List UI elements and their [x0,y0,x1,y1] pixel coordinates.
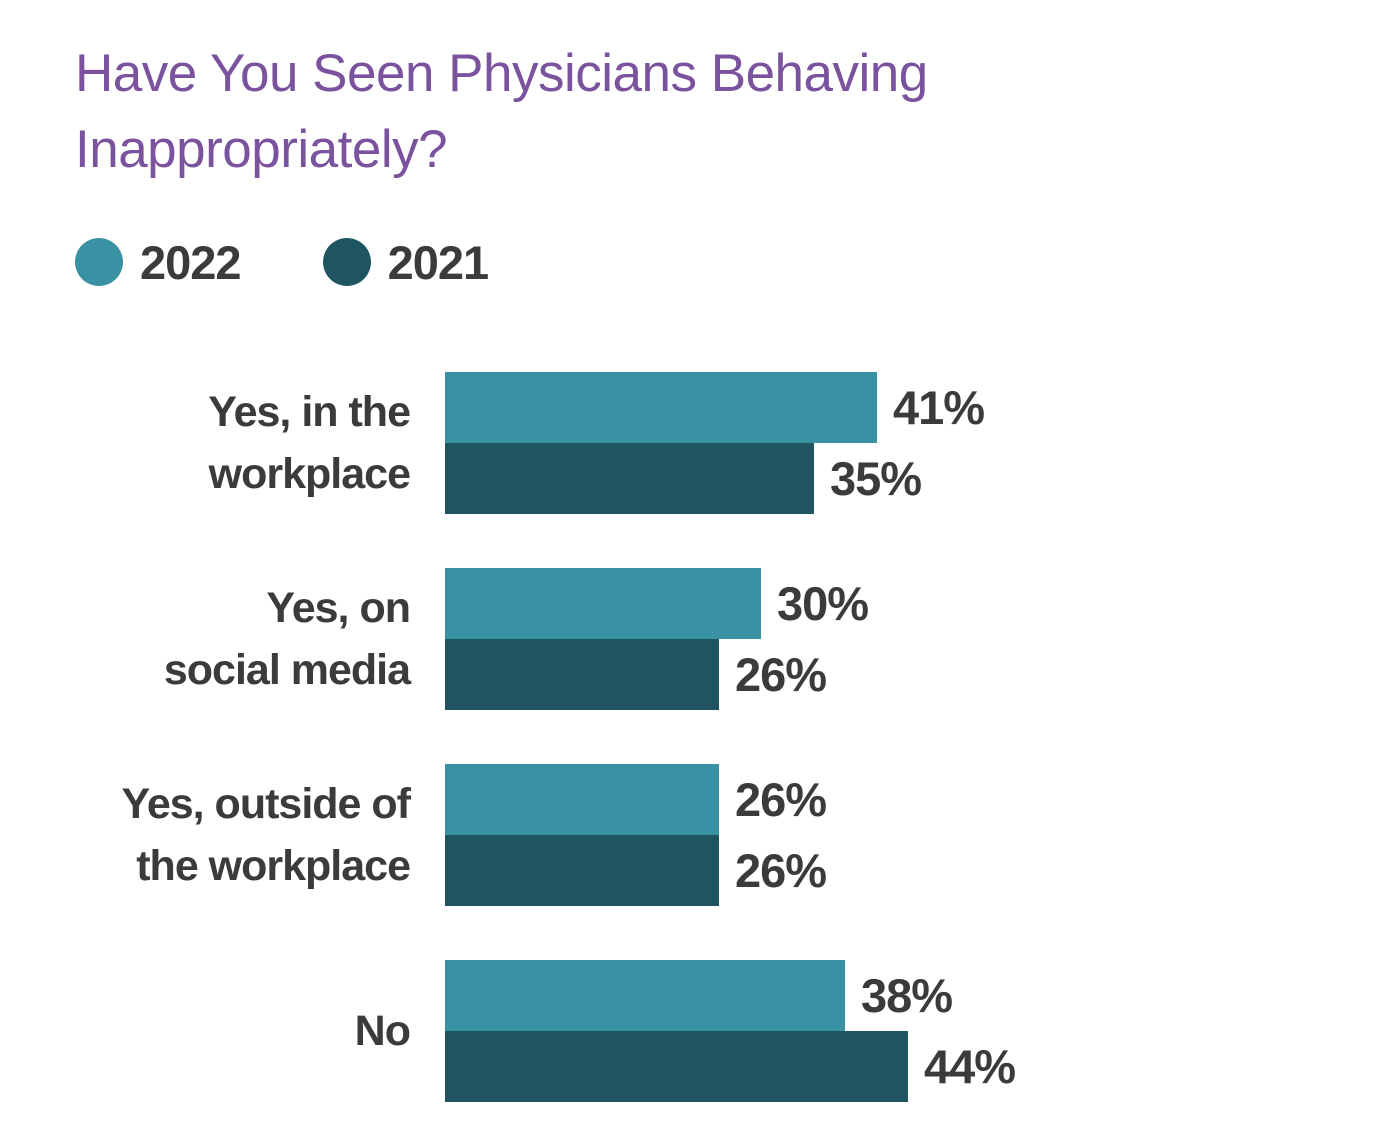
value-label: 38% [861,969,953,1022]
value-label: 26% [735,648,827,701]
bar-group: 38% 44% [445,960,1016,1102]
value-label: 44% [924,1040,1016,1093]
category-label: Yes, in the workplace [75,381,411,505]
bar-line: 44% [445,1031,1016,1102]
legend-swatch-icon [322,238,371,286]
legend-swatch-icon [75,238,123,286]
bar-line: 30% [445,568,869,639]
category-label-line: the workplace [136,842,411,890]
category-label: Yes, outside of the workplace [75,773,411,897]
chart-row: Yes, on social media 30% 26% [75,568,1015,710]
category-label-line: Yes, in the [208,388,411,436]
legend-label: 2021 [387,235,490,289]
bar-line: 38% [445,960,1015,1031]
bar-2022 [445,372,877,443]
bar-line: 26% [445,639,868,710]
chart-title: Have You Seen Physicians Behaving Inappr… [75,44,928,179]
bar-2021 [445,443,814,514]
bar-group: 41% 35% [445,372,985,514]
bar-line: 26% [445,764,827,835]
bar-line: 41% [445,372,985,443]
category-label-line: social media [163,646,411,694]
value-label: 41% [893,381,985,434]
category-label-line: No [354,1007,411,1055]
value-label: 26% [735,773,827,826]
category-label-line: Yes, outside of [121,780,411,828]
category-label: No [75,1000,411,1062]
bar-line: 35% [445,443,984,514]
chart-row: No 38% 44% [75,960,1016,1102]
category-label: Yes, on social media [75,577,411,701]
category-label-line: Yes, on [266,584,411,632]
bar-2022 [445,568,761,639]
bar-2021 [445,835,719,906]
bar-2022 [445,764,719,835]
bar-2021 [445,639,719,710]
chart-row: Yes, outside of the workplace 26% 26% [75,764,1015,906]
bar-group: 26% 26% [445,764,827,906]
category-label-line: workplace [208,450,411,498]
bar-2021 [445,1031,908,1102]
value-label: 35% [830,452,922,505]
legend-item-2022: 2022 [75,235,242,290]
chart-row: Yes, in the workplace 41% 35% [75,372,1015,514]
legend: 2022 2021 [75,235,490,290]
bar-line: 26% [445,835,827,906]
legend-label: 2022 [140,235,242,289]
bar-group: 30% 26% [445,568,869,710]
bar-2022 [445,960,845,1031]
plot-area: Yes, in the workplace 41% 35% Yes, on social … [75,372,1016,1102]
value-label: 30% [777,577,869,630]
value-label: 26% [735,844,827,897]
legend-item-2021: 2021 [322,235,490,290]
